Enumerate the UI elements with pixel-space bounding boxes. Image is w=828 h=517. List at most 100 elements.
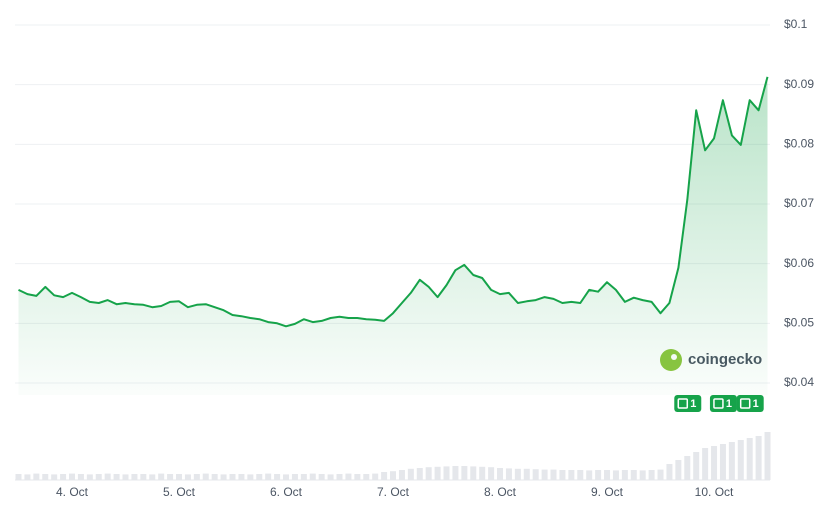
y-tick-label: $0.09 bbox=[784, 77, 814, 91]
volume-bar bbox=[327, 474, 334, 480]
volume-bar bbox=[309, 473, 316, 480]
x-tick-label: 7. Oct bbox=[377, 485, 410, 499]
news-count: 1 bbox=[690, 398, 696, 410]
volume-bar bbox=[755, 436, 762, 480]
x-tick-label: 4. Oct bbox=[56, 485, 89, 499]
y-tick-label: $0.1 bbox=[784, 17, 808, 31]
volume-bar bbox=[728, 442, 735, 480]
volume-bar bbox=[372, 473, 379, 480]
volume-bar bbox=[256, 474, 263, 480]
price-line bbox=[18, 76, 769, 328]
volume-bar bbox=[354, 474, 361, 480]
volume-bar bbox=[167, 474, 174, 480]
volume-bar bbox=[336, 474, 343, 480]
y-tick-label: $0.05 bbox=[784, 316, 814, 330]
x-tick-label: 8. Oct bbox=[484, 485, 517, 499]
volume-bar bbox=[639, 470, 646, 480]
volume-bar bbox=[158, 473, 165, 480]
y-tick-label: $0.07 bbox=[784, 196, 814, 210]
x-tick-label: 6. Oct bbox=[270, 485, 303, 499]
volume-bar bbox=[559, 470, 566, 480]
volume-bar bbox=[630, 470, 637, 480]
volume-bar bbox=[291, 474, 298, 480]
volume-bar bbox=[416, 468, 423, 480]
volume-bar bbox=[140, 474, 147, 480]
volume-bar bbox=[220, 474, 227, 480]
x-tick-label: 10. Oct bbox=[695, 485, 734, 499]
volume-bar bbox=[265, 473, 272, 480]
volume-bar bbox=[550, 469, 557, 480]
volume-bar bbox=[604, 470, 611, 480]
volume-bar bbox=[586, 470, 593, 480]
volume-bar bbox=[532, 469, 539, 480]
y-tick-label: $0.04 bbox=[784, 375, 814, 389]
volume-bar bbox=[452, 466, 459, 480]
volume-bar bbox=[648, 470, 655, 480]
volume-bar bbox=[318, 474, 325, 480]
news-marker[interactable]: 1 bbox=[674, 395, 702, 412]
volume-bar bbox=[684, 456, 691, 480]
news-icon bbox=[739, 398, 751, 409]
volume-bar bbox=[693, 452, 700, 480]
volume-bar bbox=[15, 474, 22, 480]
volume-bar bbox=[443, 466, 450, 480]
volume-bar bbox=[122, 474, 129, 480]
volume-bar bbox=[149, 474, 156, 480]
volume-bar bbox=[577, 470, 584, 480]
volume-bar bbox=[398, 470, 405, 480]
volume-bar bbox=[60, 474, 67, 480]
y-tick-label: $0.06 bbox=[784, 256, 814, 270]
volume-bar bbox=[746, 438, 753, 480]
volume-bar bbox=[176, 474, 183, 480]
volume-bar bbox=[274, 474, 281, 480]
volume-bar bbox=[657, 469, 664, 480]
news-icon bbox=[713, 398, 724, 409]
volume-bar bbox=[247, 474, 254, 480]
volume-bar bbox=[211, 474, 218, 480]
volume-bar bbox=[24, 474, 31, 480]
price-area bbox=[18, 76, 768, 396]
volume-bar bbox=[69, 473, 76, 480]
volume-bar bbox=[764, 432, 771, 480]
volume-bar bbox=[381, 472, 388, 480]
volume-bar bbox=[283, 474, 290, 480]
news-count: 1 bbox=[753, 398, 759, 410]
volume-bar bbox=[184, 474, 191, 480]
volume-bar bbox=[719, 444, 726, 480]
volume-bar bbox=[407, 468, 414, 480]
volume-bar bbox=[621, 470, 628, 480]
x-tick-label: 9. Oct bbox=[591, 485, 624, 499]
volume-bar bbox=[666, 464, 673, 480]
volume-bar bbox=[95, 474, 102, 480]
y-tick-label: $0.08 bbox=[784, 137, 814, 151]
volume-bar bbox=[86, 474, 93, 480]
volume-bar bbox=[363, 474, 370, 480]
volume-bar bbox=[479, 466, 486, 480]
volume-bar bbox=[505, 468, 512, 480]
volume-bar bbox=[488, 467, 495, 480]
volume-bar bbox=[523, 468, 530, 480]
volume-bar bbox=[300, 474, 307, 480]
volume-bar bbox=[51, 474, 58, 480]
volume-bar bbox=[737, 440, 744, 480]
volume-bar bbox=[104, 473, 111, 480]
volume-bar bbox=[33, 473, 40, 480]
news-icon bbox=[677, 398, 689, 409]
news-marker[interactable]: 1 bbox=[709, 395, 737, 412]
volume-bar bbox=[711, 446, 718, 480]
volume-bar bbox=[425, 467, 432, 480]
volume-bar bbox=[434, 466, 441, 480]
volume-bar bbox=[42, 474, 49, 480]
news-count: 1 bbox=[726, 398, 732, 410]
volume-bar bbox=[568, 470, 575, 480]
volume-bar bbox=[113, 474, 120, 480]
volume-bar bbox=[675, 460, 682, 480]
volume-bar bbox=[497, 468, 504, 480]
volume-bar bbox=[390, 471, 397, 480]
x-tick-label: 5. Oct bbox=[163, 485, 196, 499]
news-marker[interactable]: 1 bbox=[736, 395, 764, 412]
volume-bar bbox=[202, 473, 209, 480]
volume-bar bbox=[238, 474, 245, 480]
